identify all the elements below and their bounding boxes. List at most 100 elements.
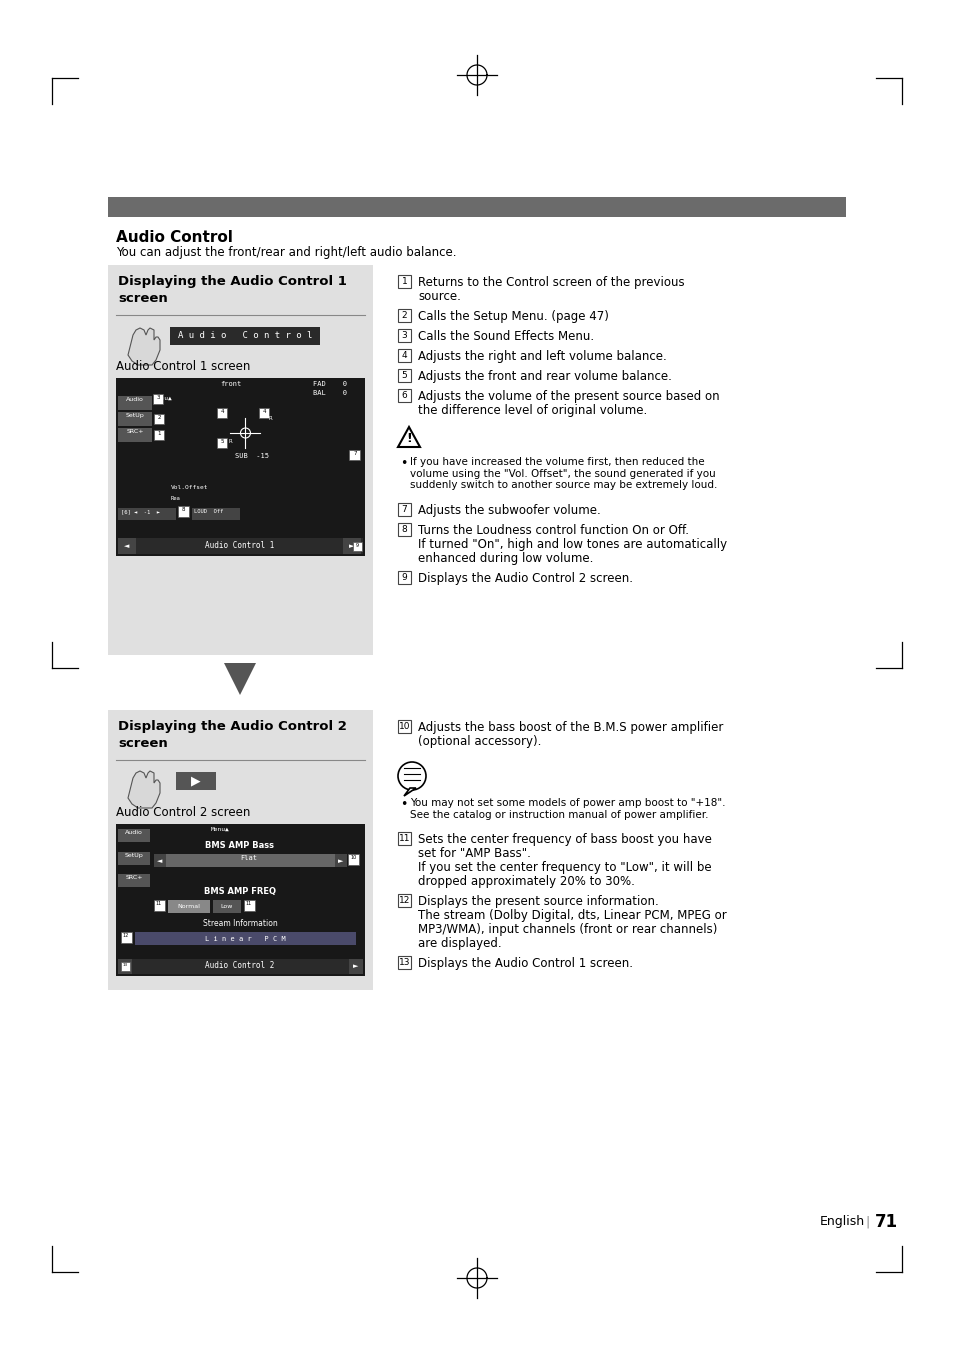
Text: 10: 10 — [351, 855, 356, 860]
Bar — [153, 431, 164, 440]
Text: Adjusts the front and rear volume balance.: Adjusts the front and rear volume balanc… — [417, 370, 671, 383]
Bar — [118, 539, 363, 553]
Bar — [213, 900, 241, 913]
Text: •: • — [399, 798, 407, 811]
Bar — [153, 855, 345, 867]
Bar — [118, 958, 132, 973]
Text: 11: 11 — [246, 900, 252, 906]
Text: (optional accessory).: (optional accessory). — [417, 734, 540, 748]
Polygon shape — [128, 328, 160, 365]
Text: BAL    0: BAL 0 — [313, 390, 347, 396]
Text: FAD    0: FAD 0 — [313, 381, 347, 387]
Text: BMS AMP FREQ: BMS AMP FREQ — [204, 887, 275, 896]
Text: Audio: Audio — [126, 397, 144, 402]
Text: [6] ◄  -1  ►: [6] ◄ -1 ► — [121, 509, 160, 514]
Text: Audio Control 1: Audio Control 1 — [205, 541, 274, 551]
Text: 4: 4 — [220, 409, 224, 414]
Polygon shape — [128, 771, 160, 809]
Text: Adjusts the right and left volume balance.: Adjusts the right and left volume balanc… — [417, 350, 666, 363]
Bar — [259, 408, 269, 418]
Bar — [118, 829, 150, 842]
Text: MP3/WMA), input channels (front or rear channels): MP3/WMA), input channels (front or rear … — [417, 923, 717, 936]
Bar — [397, 309, 411, 323]
Text: •: • — [399, 458, 407, 470]
Bar — [118, 508, 175, 520]
Text: 71: 71 — [874, 1214, 897, 1231]
Text: BMS AMP Bass: BMS AMP Bass — [205, 841, 274, 850]
Text: 7: 7 — [353, 451, 356, 456]
Bar — [152, 394, 163, 404]
Text: |: | — [864, 1215, 868, 1228]
Bar — [397, 720, 411, 733]
Text: source.: source. — [417, 290, 460, 302]
Bar — [168, 900, 210, 913]
Text: 4: 4 — [262, 409, 266, 414]
Text: Audio: Audio — [125, 830, 143, 836]
Text: Calls the Setup Menu. (page 47): Calls the Setup Menu. (page 47) — [417, 310, 608, 323]
Text: Audio Control: Audio Control — [116, 230, 233, 244]
Bar — [153, 855, 166, 867]
Text: Menu▲: Menu▲ — [211, 828, 229, 832]
Text: Vol.Offset: Vol.Offset — [171, 485, 209, 490]
Text: 12: 12 — [398, 896, 410, 905]
Text: Calls the Sound Effects Menu.: Calls the Sound Effects Menu. — [417, 329, 594, 343]
Bar — [121, 963, 130, 971]
Bar — [192, 508, 240, 520]
Bar — [116, 378, 365, 556]
Text: 12: 12 — [123, 933, 129, 938]
Text: If you set the center frequency to "Low", it will be: If you set the center frequency to "Low"… — [417, 861, 711, 873]
Text: Returns to the Control screen of the previous: Returns to the Control screen of the pre… — [417, 275, 684, 289]
Bar — [353, 541, 361, 551]
Text: screen: screen — [118, 737, 168, 751]
Bar — [397, 389, 411, 402]
Bar — [108, 197, 845, 217]
Text: 3: 3 — [156, 396, 159, 400]
Text: 13: 13 — [398, 958, 410, 967]
Bar — [397, 832, 411, 845]
Text: Flat: Flat — [240, 855, 257, 861]
Text: L i n e a r   P C M: L i n e a r P C M — [204, 936, 285, 942]
Bar — [118, 539, 136, 553]
Text: Audio Control 2 screen: Audio Control 2 screen — [116, 806, 250, 819]
Bar — [397, 369, 411, 382]
Text: are displayed.: are displayed. — [417, 937, 501, 950]
Text: 4: 4 — [401, 351, 407, 360]
Text: Menu▲: Menu▲ — [153, 396, 172, 401]
Text: ◄: ◄ — [122, 963, 128, 969]
Text: Adjusts the subwoofer volume.: Adjusts the subwoofer volume. — [417, 504, 600, 517]
Text: ►: ► — [353, 963, 358, 969]
Text: SUB  -15: SUB -15 — [234, 454, 269, 459]
Text: 1: 1 — [157, 431, 161, 436]
Bar — [217, 408, 227, 418]
Bar — [118, 412, 152, 427]
Bar — [397, 504, 411, 516]
Text: Audio Control 2: Audio Control 2 — [205, 961, 274, 971]
Text: 8: 8 — [401, 525, 407, 535]
Text: SRC+: SRC+ — [126, 429, 144, 433]
Text: R: R — [229, 439, 233, 444]
Text: Stream Information: Stream Information — [202, 919, 277, 927]
Bar — [153, 414, 164, 424]
Text: Displaying the Audio Control 1: Displaying the Audio Control 1 — [118, 275, 347, 288]
Bar — [118, 873, 150, 887]
Bar — [397, 350, 411, 362]
Text: English: English — [820, 1215, 864, 1228]
Text: Rea: Rea — [171, 495, 180, 501]
Bar — [135, 931, 355, 945]
Text: ►: ► — [338, 859, 343, 864]
Bar — [244, 900, 254, 911]
Text: Audio Control 1 screen: Audio Control 1 screen — [116, 360, 250, 373]
Text: 2: 2 — [401, 310, 407, 320]
Text: SetUp: SetUp — [126, 413, 144, 418]
Bar — [153, 900, 165, 911]
Text: SetUp: SetUp — [125, 853, 143, 859]
Text: 9: 9 — [401, 572, 407, 582]
Text: 5: 5 — [401, 371, 407, 379]
Text: 2: 2 — [157, 414, 161, 420]
Text: front: front — [220, 381, 241, 387]
Text: Displays the Audio Control 2 screen.: Displays the Audio Control 2 screen. — [417, 572, 633, 585]
Bar — [397, 522, 411, 536]
Bar — [118, 852, 150, 865]
Bar — [108, 710, 373, 990]
Text: ◄: ◄ — [124, 543, 130, 549]
